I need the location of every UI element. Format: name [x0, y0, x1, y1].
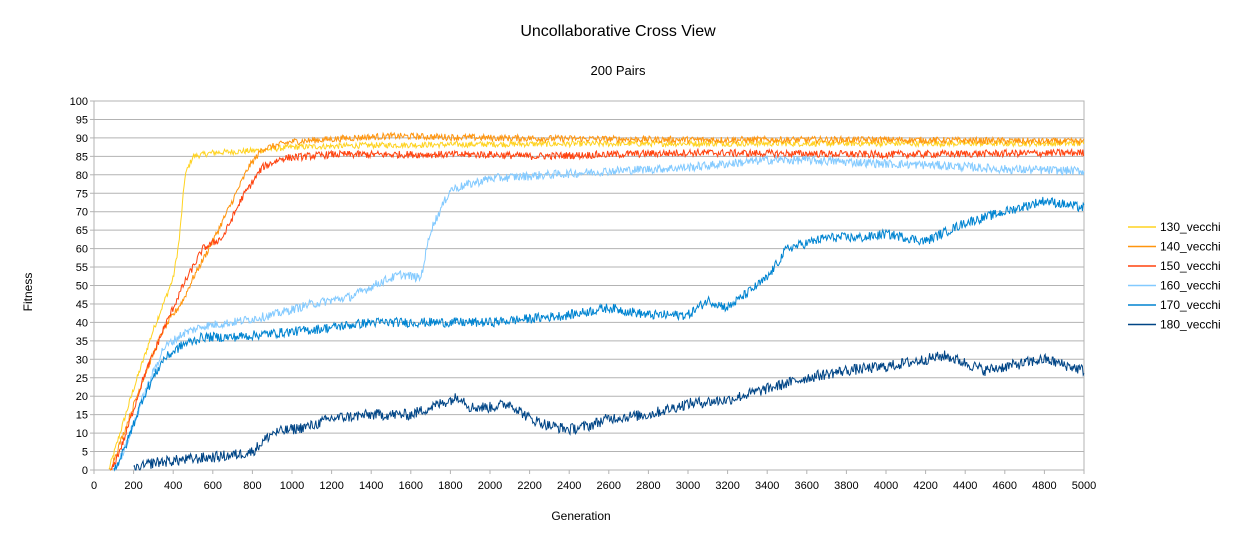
- x-tick-label: 400: [164, 480, 182, 492]
- y-tick-label: 40: [76, 317, 88, 329]
- y-tick-label: 50: [76, 281, 88, 293]
- x-tick-label: 4800: [1032, 480, 1056, 492]
- x-tick-label: 2600: [597, 480, 621, 492]
- legend-entry: 180_vecchi: [1160, 318, 1221, 332]
- x-tick-label: 2000: [478, 480, 502, 492]
- series-line-170_vecchi: [113, 196, 1085, 472]
- legend-entry: 150_vecchi: [1160, 259, 1221, 273]
- y-tick-label: 15: [76, 410, 88, 422]
- series-line-140_vecchi: [109, 131, 1085, 472]
- series-line-160_vecchi: [113, 154, 1085, 471]
- series-line-150_vecchi: [111, 147, 1085, 471]
- y-tick-label: 35: [76, 336, 88, 348]
- y-tick-label: 70: [76, 207, 88, 219]
- y-tick-label: 95: [76, 114, 88, 126]
- y-tick-label: 90: [76, 133, 88, 145]
- legend-entry: 170_vecchi: [1160, 298, 1221, 312]
- x-tick-label: 3400: [755, 480, 779, 492]
- y-tick-label: 55: [76, 262, 88, 274]
- y-tick-label: 100: [70, 96, 88, 108]
- x-tick-label: 4400: [953, 480, 977, 492]
- x-tick-label: 4600: [993, 480, 1017, 492]
- x-axis: 0 200 400 600 800 1000 1200 1400 1600 1800 2000 220…: [91, 470, 1096, 492]
- x-tick-label: 4000: [874, 480, 898, 492]
- y-tick-label: 0: [82, 465, 88, 477]
- y-tick-label: 80: [76, 170, 88, 182]
- series-line-180_vecchi: [133, 350, 1085, 471]
- x-tick-label: 600: [204, 480, 222, 492]
- x-tick-label: 1800: [438, 480, 462, 492]
- y-tick-label: 45: [76, 299, 88, 311]
- x-tick-label: 1600: [399, 480, 423, 492]
- y-tick-label: 25: [76, 373, 88, 385]
- y-tick-label: 60: [76, 244, 88, 256]
- y-tick-label: 30: [76, 354, 88, 366]
- x-tick-label: 3600: [795, 480, 819, 492]
- y-axis-label: Fitness: [21, 273, 35, 312]
- x-tick-label: 0: [91, 480, 97, 492]
- x-axis-label: Generation: [551, 509, 610, 523]
- x-tick-label: 5000: [1072, 480, 1096, 492]
- x-tick-label: 1200: [319, 480, 343, 492]
- y-tick-label: 85: [76, 151, 88, 163]
- y-tick-label: 75: [76, 188, 88, 200]
- x-tick-label: 2800: [636, 480, 660, 492]
- x-tick-label: 800: [243, 480, 261, 492]
- x-tick-label: 2200: [517, 480, 541, 492]
- legend: 130_vecchi 140_vecchi 150_vecchi 160_vecchi…: [1128, 220, 1221, 332]
- legend-entry: 140_vecchi: [1160, 240, 1221, 254]
- x-tick-label: 3000: [676, 480, 700, 492]
- legend-entry: 130_vecchi: [1160, 220, 1221, 234]
- x-tick-label: 1400: [359, 480, 383, 492]
- chart-title: Uncollaborative Cross View: [520, 23, 716, 40]
- legend-entry: 160_vecchi: [1160, 279, 1221, 293]
- y-tick-label: 10: [76, 428, 88, 440]
- x-tick-label: 3200: [715, 480, 739, 492]
- chart-subtitle: 200 Pairs: [591, 63, 646, 78]
- y-axis: 0 5 10 15 20 25 30 35 40 45 50 55 60 65 70 75 80 85 90 95 10…: [70, 96, 94, 477]
- x-tick-label: 4200: [913, 480, 937, 492]
- x-tick-label: 3800: [834, 480, 858, 492]
- y-tick-label: 20: [76, 391, 88, 403]
- y-tick-label: 65: [76, 225, 88, 237]
- x-tick-label: 2400: [557, 480, 581, 492]
- series-layer: [108, 131, 1085, 472]
- x-tick-label: 200: [124, 480, 142, 492]
- y-tick-label: 5: [82, 447, 88, 459]
- x-tick-label: 1000: [280, 480, 304, 492]
